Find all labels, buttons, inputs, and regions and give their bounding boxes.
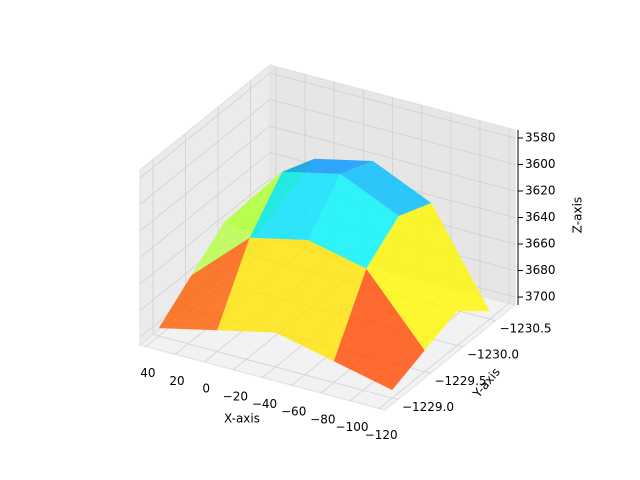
surface-patch — [308, 173, 399, 269]
surface-patch — [191, 171, 283, 276]
surface-patch — [398, 202, 490, 312]
grid-line — [139, 152, 271, 258]
surface-patch — [333, 268, 425, 390]
grid-line — [139, 72, 271, 179]
z-tick-label: 3660 — [525, 237, 556, 251]
x-tick-label: 40 — [140, 366, 155, 380]
z-tick-label: 3700 — [525, 290, 556, 304]
x-tick-label: 0 — [202, 382, 210, 396]
y-tick-label: −1229.0 — [402, 400, 454, 414]
grid-line — [152, 334, 399, 400]
surface-patch — [158, 237, 250, 331]
z-axis-label: Z-axis — [571, 197, 585, 233]
z-tick-label: 3600 — [525, 157, 556, 171]
x-tick-label: −80 — [310, 412, 335, 426]
z-tick-label: 3580 — [525, 130, 556, 144]
z-tick-label: 3620 — [525, 183, 556, 197]
y-tick-label: −1230.0 — [467, 348, 519, 362]
surface-patch — [217, 237, 308, 333]
surface-patch — [366, 215, 458, 351]
surface-patch — [249, 171, 341, 240]
grid-line — [139, 125, 271, 232]
x-tick-label: −40 — [252, 397, 277, 411]
labels: 40 20 0 −20 −40 −60 −80−100−120 −1229.0 −1229.5 −… — [140, 130, 556, 442]
x-tick-label: −100 — [336, 420, 369, 434]
y-tick-label: −1229.5 — [434, 374, 486, 388]
x-tick-label: 20 — [169, 374, 184, 388]
grid-line — [139, 99, 271, 205]
surface — [158, 158, 490, 390]
surface-patch — [275, 239, 367, 362]
grid-line — [269, 99, 516, 165]
grid-line — [269, 72, 516, 139]
x-tick-label: −120 — [365, 428, 398, 442]
x-tick-label: −20 — [223, 389, 248, 403]
grid-line — [378, 303, 510, 409]
grid-line — [269, 125, 516, 192]
z-tick-label: 3680 — [525, 263, 556, 277]
x-tick-label: −60 — [281, 405, 306, 419]
z-tick-label: 3640 — [525, 210, 556, 224]
surface-patch — [282, 158, 373, 174]
y-tick-label: −1230.5 — [499, 321, 551, 335]
surface-patch — [340, 160, 432, 216]
grid-line — [139, 178, 271, 285]
x-axis-label: X-axis — [224, 412, 260, 426]
